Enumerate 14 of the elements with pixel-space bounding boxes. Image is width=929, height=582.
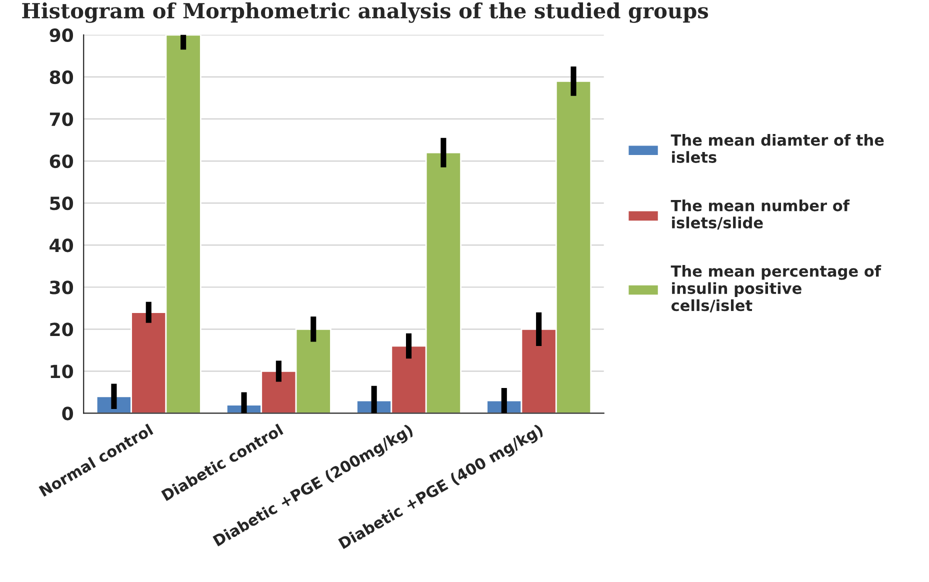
- y-tick-label: 80: [50, 70, 74, 84]
- y-tick-label: 70: [50, 112, 74, 126]
- chart-title: Histogram of Morphometric analysis of the studied groups: [22, 2, 708, 23]
- legend-label: The mean number of islets/slide: [670, 200, 850, 230]
- y-tick-label: 20: [50, 322, 74, 336]
- legend-label: The mean percentage of insulin positive cells/islet: [670, 265, 882, 312]
- y-tick-label: 50: [50, 196, 74, 210]
- legend-label: The mean diamter of the islets: [670, 134, 884, 163]
- y-tick-label: 90: [50, 28, 74, 42]
- y-tick-label: 60: [50, 154, 74, 168]
- y-tick-label: 30: [50, 280, 74, 294]
- y-tick-label: 0: [62, 406, 74, 420]
- y-tick-label: 10: [50, 364, 74, 378]
- y-tick-label: 40: [50, 238, 74, 252]
